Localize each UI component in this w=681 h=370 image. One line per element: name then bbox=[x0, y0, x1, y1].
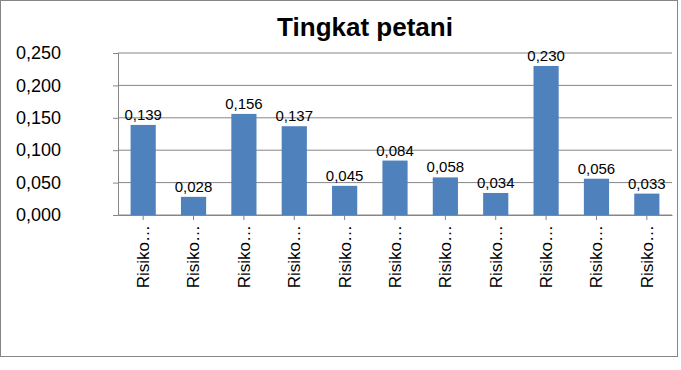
y-tick-label: 0,150 bbox=[16, 108, 61, 128]
data-label: 0,045 bbox=[326, 167, 364, 184]
x-tick: Risiko… bbox=[436, 215, 455, 288]
x-tick-mark bbox=[395, 215, 396, 220]
x-tick-label: Risiko… bbox=[436, 225, 455, 288]
grid-line bbox=[118, 85, 672, 86]
x-tick-mark bbox=[294, 215, 295, 220]
x-tick: Risiko… bbox=[336, 215, 355, 288]
x-tick: Risiko… bbox=[386, 215, 405, 288]
y-tick-label: 0,000 bbox=[16, 205, 61, 225]
data-label: 0,034 bbox=[477, 174, 515, 191]
y-tick-label: 0,200 bbox=[16, 76, 61, 96]
x-tick-mark bbox=[193, 215, 194, 220]
x-tick: Risiko… bbox=[184, 215, 203, 288]
bar bbox=[634, 194, 659, 215]
x-tick-label: Risiko… bbox=[487, 225, 506, 288]
x-tick-mark bbox=[646, 215, 647, 220]
data-label: 0,033 bbox=[628, 175, 666, 192]
y-tick-mark bbox=[113, 150, 118, 151]
x-tick: Risiko… bbox=[285, 215, 304, 288]
bar bbox=[382, 161, 407, 215]
x-tick: Risiko… bbox=[235, 215, 254, 288]
y-tick-mark bbox=[113, 85, 118, 86]
x-tick-label: Risiko… bbox=[638, 225, 657, 288]
data-label: 0,156 bbox=[225, 95, 263, 112]
grid-line bbox=[118, 53, 672, 54]
data-labels: 0,139 0,028 0,156 0,137 0,045 0,084 0,058 0,034… bbox=[124, 47, 665, 195]
bar bbox=[181, 197, 206, 215]
y-tick: 0,000 bbox=[16, 205, 118, 225]
y-tick-mark bbox=[113, 215, 118, 216]
bar bbox=[483, 193, 508, 215]
title: Tingkat petani bbox=[277, 12, 453, 42]
data-label: 0,230 bbox=[527, 47, 565, 64]
data-label: 0,056 bbox=[578, 160, 616, 177]
bars bbox=[131, 66, 660, 215]
data-label: 0,084 bbox=[376, 142, 414, 159]
plot: 0,0000,0500,1000,1500,2000,250Risiko…Ris… bbox=[16, 43, 673, 288]
x-tick-label: Risiko… bbox=[587, 225, 606, 288]
chart-frame bbox=[1, 1, 678, 357]
x-tick-mark bbox=[546, 215, 547, 220]
y-tick: 0,200 bbox=[16, 76, 118, 96]
x-tick-label: Risiko… bbox=[285, 225, 304, 288]
y-tick: 0,150 bbox=[16, 108, 118, 128]
x-tick: Risiko… bbox=[134, 215, 153, 288]
data-label: 0,139 bbox=[124, 106, 162, 123]
y-axis: 0,000 0,050 0,100 0,150 0,200 0,250 bbox=[16, 43, 119, 225]
bar bbox=[584, 179, 609, 215]
x-tick: Risiko… bbox=[487, 215, 506, 288]
y-tick-mark bbox=[113, 183, 118, 184]
x-tick-label: Risiko… bbox=[386, 225, 405, 288]
x-tick-label: Risiko… bbox=[336, 225, 355, 288]
x-tick-label: Risiko… bbox=[184, 225, 203, 288]
y-tick-label: 0,250 bbox=[16, 43, 61, 63]
y-tick-label: 0,100 bbox=[16, 140, 61, 160]
y-tick: 0,100 bbox=[16, 140, 118, 160]
bar bbox=[433, 177, 458, 215]
x-tick-mark bbox=[243, 215, 244, 220]
y-tick-label: 0,050 bbox=[16, 173, 61, 193]
y-tick-mark bbox=[113, 118, 118, 119]
x-tick: Risiko… bbox=[587, 215, 606, 288]
chart: Tingkat petani0,0000,0500,1000,1500,2000… bbox=[0, 0, 681, 370]
bar bbox=[131, 125, 156, 215]
x-tick-label: Risiko… bbox=[537, 225, 556, 288]
x-tick-mark bbox=[596, 215, 597, 220]
data-label: 0,058 bbox=[427, 158, 465, 175]
x-tick: Risiko… bbox=[537, 215, 556, 288]
x-tick-mark bbox=[445, 215, 446, 220]
bar bbox=[332, 186, 357, 215]
bar bbox=[231, 114, 256, 215]
y-tick: 0,250 bbox=[16, 43, 118, 63]
x-tick-mark bbox=[143, 215, 144, 220]
y-axis-line bbox=[113, 54, 119, 216]
y-tick: 0,050 bbox=[16, 173, 118, 193]
data-label: 0,137 bbox=[275, 107, 313, 124]
bar bbox=[282, 126, 307, 215]
x-tick-label: Risiko… bbox=[134, 225, 153, 288]
x-tick-mark bbox=[495, 215, 496, 220]
grid-line bbox=[118, 117, 672, 118]
y-tick-mark bbox=[113, 53, 118, 54]
grid bbox=[118, 53, 672, 215]
x-tick: Risiko… bbox=[638, 215, 657, 288]
bar bbox=[534, 66, 559, 215]
x-axis: Risiko… Risiko… Risiko… Risiko… Risiko… Risik… bbox=[119, 215, 673, 288]
x-tick-label: Risiko… bbox=[235, 225, 254, 288]
data-label: 0,028 bbox=[175, 178, 213, 195]
x-tick-mark bbox=[344, 215, 345, 220]
